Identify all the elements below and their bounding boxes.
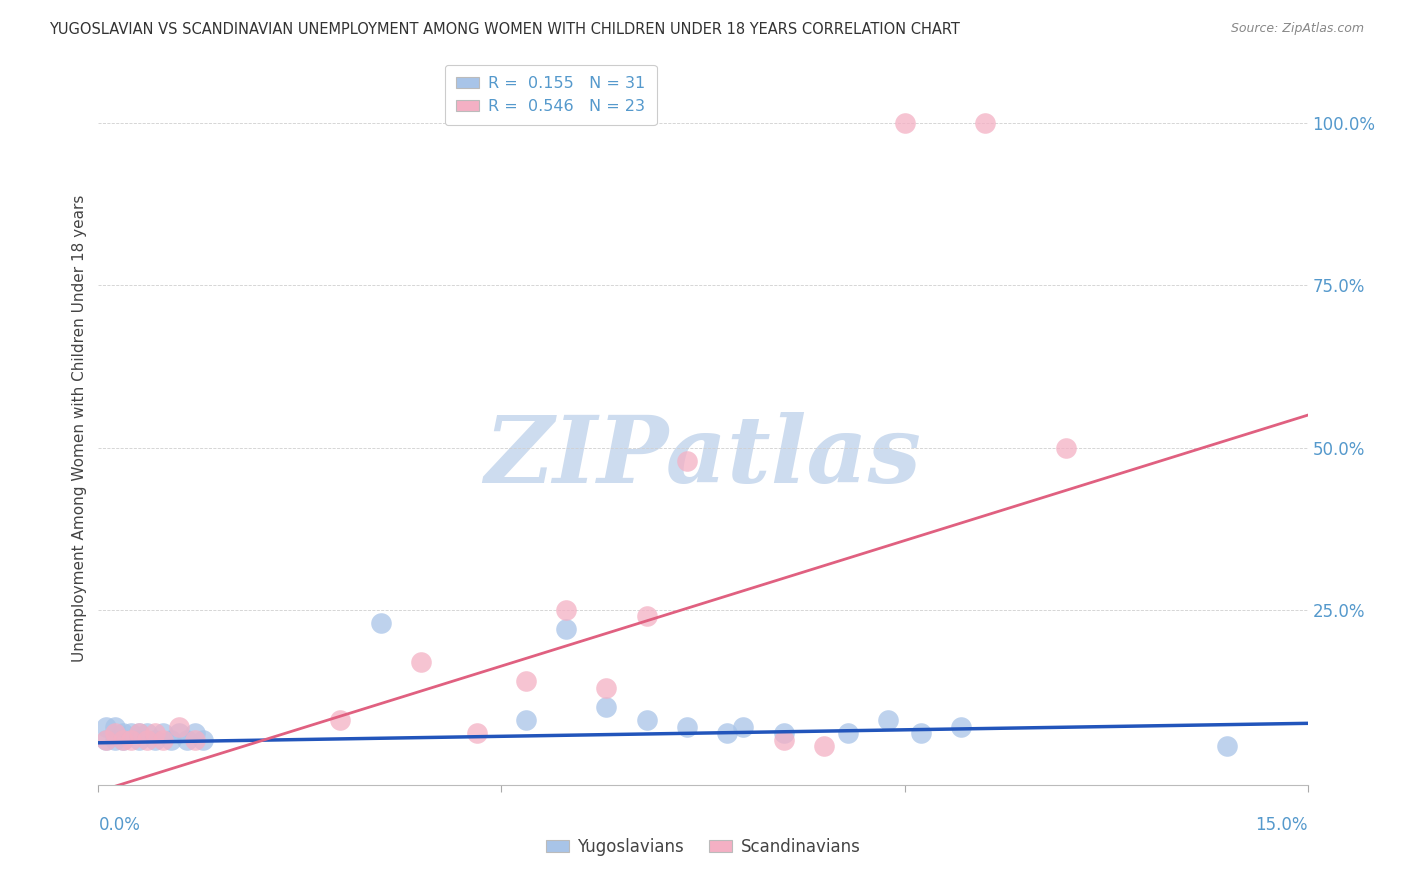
Point: [370, 615, 392, 630]
Point: [555, 622, 578, 636]
Point: [772, 732, 794, 747]
Point: [135, 726, 157, 740]
Point: [893, 116, 915, 130]
Point: [465, 726, 488, 740]
Point: [515, 674, 537, 689]
Point: [103, 726, 125, 740]
Point: [184, 732, 207, 747]
Point: [143, 732, 166, 747]
Point: [595, 700, 617, 714]
Point: [1216, 739, 1239, 753]
Point: [515, 713, 537, 727]
Point: [128, 732, 150, 747]
Point: [103, 732, 125, 747]
Point: [135, 732, 157, 747]
Point: [772, 726, 794, 740]
Point: [910, 726, 932, 740]
Point: [813, 739, 835, 753]
Point: [96, 732, 118, 747]
Point: [676, 453, 699, 467]
Point: [167, 726, 190, 740]
Point: [120, 726, 142, 740]
Text: 0.0%: 0.0%: [98, 816, 141, 834]
Point: [152, 732, 174, 747]
Text: Source: ZipAtlas.com: Source: ZipAtlas.com: [1230, 22, 1364, 36]
Point: [1054, 441, 1077, 455]
Point: [733, 720, 755, 734]
Point: [716, 726, 738, 740]
Point: [120, 732, 142, 747]
Point: [837, 726, 859, 740]
Point: [329, 713, 352, 727]
Text: YUGOSLAVIAN VS SCANDINAVIAN UNEMPLOYMENT AMONG WOMEN WITH CHILDREN UNDER 18 YEAR: YUGOSLAVIAN VS SCANDINAVIAN UNEMPLOYMENT…: [49, 22, 960, 37]
Point: [974, 116, 997, 130]
Text: 15.0%: 15.0%: [1256, 816, 1308, 834]
Point: [111, 732, 134, 747]
Point: [128, 726, 150, 740]
Point: [96, 732, 118, 747]
Point: [409, 655, 432, 669]
Point: [184, 726, 207, 740]
Point: [167, 720, 190, 734]
Point: [128, 726, 150, 740]
Point: [111, 726, 134, 740]
Point: [636, 713, 658, 727]
Point: [949, 720, 972, 734]
Point: [193, 732, 215, 747]
Point: [152, 726, 174, 740]
Point: [96, 720, 118, 734]
Point: [595, 681, 617, 695]
Point: [555, 603, 578, 617]
Point: [103, 720, 125, 734]
Point: [111, 732, 134, 747]
Point: [160, 732, 183, 747]
Point: [676, 720, 699, 734]
Point: [143, 726, 166, 740]
Text: ZIPatlas: ZIPatlas: [485, 412, 921, 501]
Point: [176, 732, 198, 747]
Point: [877, 713, 900, 727]
Y-axis label: Unemployment Among Women with Children Under 18 years: Unemployment Among Women with Children U…: [72, 194, 87, 662]
Point: [636, 609, 658, 624]
Legend: Yugoslavians, Scandinavians: Yugoslavians, Scandinavians: [538, 831, 868, 863]
